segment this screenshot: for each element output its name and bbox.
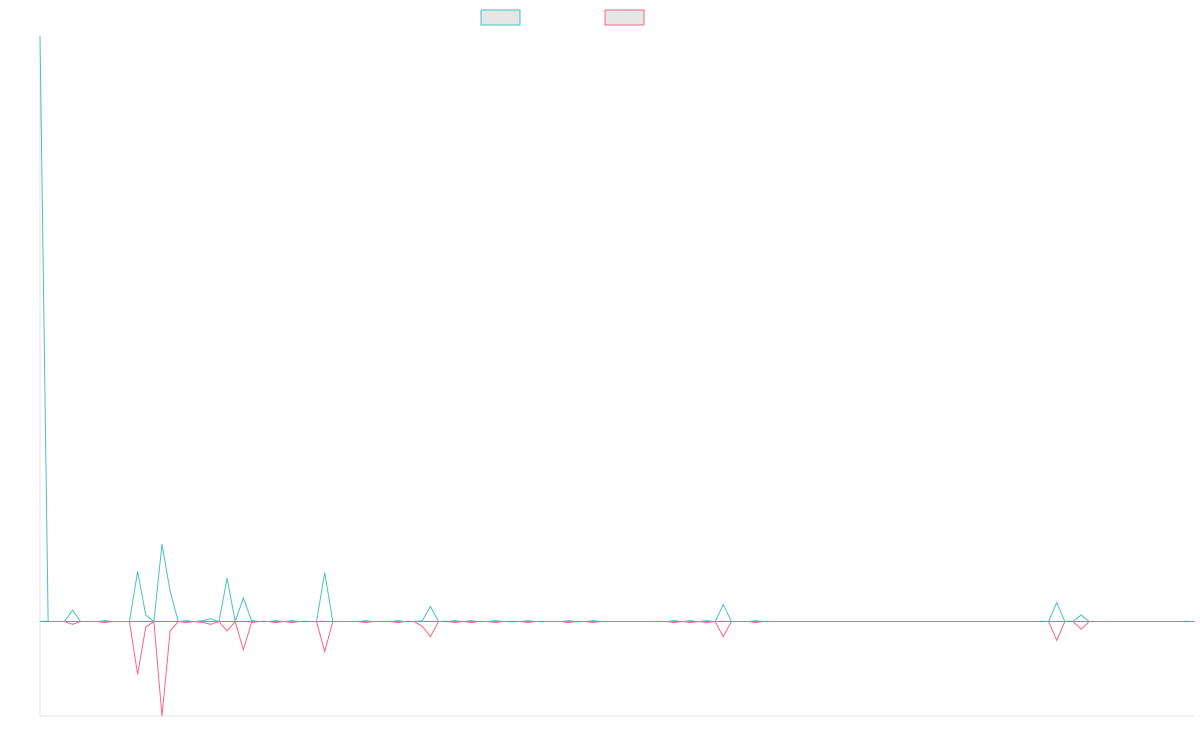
axes [39,36,1195,717]
legend[interactable] [480,9,645,26]
legend-swatch-1[interactable] [480,9,521,26]
legend-swatch-2[interactable] [604,9,645,26]
series-layer [39,35,1195,717]
series-line-1 [39,35,1195,624]
series-line-2 [40,620,1195,717]
